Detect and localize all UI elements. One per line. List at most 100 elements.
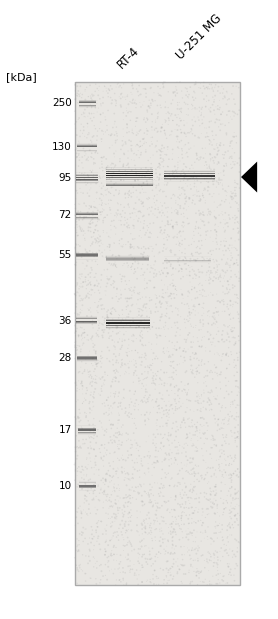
Point: [182, 490, 186, 500]
Point: [98, 351, 103, 361]
Point: [83, 438, 87, 448]
Point: [109, 381, 113, 391]
Point: [138, 98, 142, 108]
Point: [165, 162, 170, 171]
Point: [109, 308, 113, 318]
Point: [170, 404, 175, 413]
Point: [120, 508, 125, 518]
Point: [130, 287, 134, 297]
Point: [87, 139, 91, 149]
Point: [134, 358, 138, 368]
Point: [100, 358, 104, 368]
Point: [180, 166, 184, 176]
Point: [74, 343, 79, 353]
Point: [209, 80, 214, 90]
Point: [86, 223, 90, 233]
Point: [191, 172, 196, 182]
Point: [112, 238, 117, 248]
Point: [226, 561, 230, 571]
Point: [130, 80, 135, 90]
Point: [92, 345, 96, 355]
Point: [86, 335, 91, 345]
Point: [73, 318, 78, 328]
Point: [221, 273, 226, 283]
Point: [194, 243, 198, 253]
Point: [77, 384, 82, 394]
Point: [100, 153, 105, 163]
Point: [83, 494, 87, 504]
Point: [90, 319, 95, 329]
Point: [132, 269, 136, 279]
Point: [192, 486, 196, 496]
Point: [180, 290, 185, 300]
Point: [84, 149, 88, 159]
Point: [126, 261, 131, 271]
Point: [93, 234, 97, 244]
Bar: [77, 356, 97, 357]
Point: [175, 567, 180, 577]
Point: [140, 333, 145, 343]
Point: [182, 173, 187, 183]
Point: [181, 358, 185, 368]
Point: [219, 272, 223, 282]
Point: [207, 306, 211, 316]
Point: [137, 376, 141, 386]
Point: [145, 178, 150, 188]
Point: [80, 381, 85, 391]
Point: [106, 88, 110, 98]
Point: [157, 267, 162, 277]
Point: [229, 233, 234, 243]
Point: [229, 397, 233, 407]
Point: [183, 249, 187, 259]
Point: [154, 506, 159, 516]
Point: [108, 308, 113, 318]
Point: [171, 189, 175, 199]
Point: [236, 219, 241, 228]
Point: [156, 408, 160, 418]
Point: [151, 368, 155, 378]
Point: [159, 394, 163, 404]
Point: [227, 337, 232, 347]
Point: [163, 130, 168, 140]
Point: [108, 188, 113, 198]
Point: [78, 367, 82, 377]
Point: [149, 82, 154, 92]
Point: [164, 108, 168, 118]
Point: [227, 212, 232, 222]
Point: [95, 259, 100, 269]
Point: [100, 126, 104, 136]
Point: [203, 526, 208, 535]
Point: [146, 459, 150, 469]
Point: [220, 335, 224, 345]
Point: [115, 506, 120, 516]
Point: [115, 514, 119, 524]
Point: [233, 185, 237, 195]
Point: [159, 488, 163, 498]
Point: [155, 513, 159, 523]
Point: [216, 420, 220, 430]
Point: [159, 147, 163, 157]
Point: [183, 347, 188, 357]
Point: [94, 346, 98, 356]
Point: [111, 464, 116, 474]
Point: [211, 246, 215, 256]
Point: [202, 456, 206, 465]
Point: [85, 255, 89, 265]
Point: [126, 237, 130, 247]
Point: [202, 385, 206, 395]
Point: [113, 116, 117, 126]
Point: [163, 453, 167, 463]
Point: [236, 537, 241, 547]
Point: [105, 353, 109, 363]
Point: [180, 533, 185, 543]
Point: [129, 526, 134, 535]
Point: [217, 446, 222, 456]
Point: [133, 176, 137, 186]
Point: [197, 206, 201, 215]
Point: [80, 251, 84, 261]
Point: [129, 450, 134, 460]
Point: [84, 284, 89, 293]
Point: [112, 550, 116, 560]
Point: [158, 483, 162, 493]
Point: [142, 541, 147, 551]
